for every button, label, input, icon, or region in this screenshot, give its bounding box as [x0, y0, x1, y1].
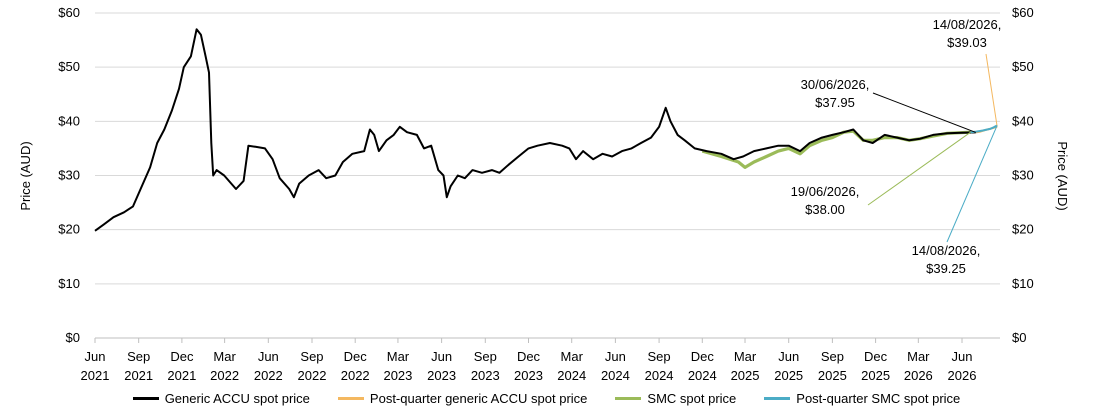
annotation-leader-line — [872, 92, 976, 133]
y-tick-label-left: $0 — [66, 330, 80, 345]
x-tick-label-month: Mar — [907, 349, 930, 364]
x-tick-label-year: 2022 — [341, 368, 370, 383]
x-tick-label-year: 2023 — [471, 368, 500, 383]
x-tick-label-year: 2025 — [774, 368, 803, 383]
x-tick-label-month: Dec — [691, 349, 715, 364]
legend-item: Post-quarter generic ACCU spot price — [337, 390, 588, 406]
x-tick-label-month: Sep — [648, 349, 671, 364]
legend-swatch — [132, 396, 159, 400]
x-tick-label-month: Mar — [734, 349, 757, 364]
y-tick-label-left: $40 — [58, 113, 80, 128]
x-tick-label-year: 2023 — [383, 368, 412, 383]
axes: $0 $0 $10 $10 $20 $20 $30 $30 $40 $40 $50 $50 $60 $60… — [58, 5, 1033, 383]
x-tick-label-month: Jun — [258, 349, 279, 364]
legend-item: Post-quarter SMC spot price — [764, 391, 960, 406]
y-tick-label-right: $40 — [1012, 113, 1034, 128]
y-tick-label-right: $50 — [1012, 59, 1034, 74]
y-tick-label-right: $30 — [1012, 168, 1034, 183]
x-tick-label-year: 2023 — [427, 368, 456, 383]
legend-item: Generic ACCU spot price — [132, 390, 310, 406]
x-tick-label-year: 2023 — [514, 368, 543, 383]
annotation-value: $38.00 — [805, 202, 845, 217]
legend-swatch — [764, 396, 791, 400]
gridlines — [95, 12, 1000, 285]
x-tick-label-year: 2024 — [601, 368, 630, 383]
series-line-post-quarter-smc-spot-price — [970, 124, 998, 134]
x-tick-label-month: Dec — [344, 349, 368, 364]
x-tick-label-year: 2024 — [645, 368, 674, 383]
x-tick-label-month: Sep — [300, 349, 323, 364]
legend-label: SMC spot price — [647, 390, 737, 406]
x-tick-label-month: Jun — [85, 349, 106, 364]
annotation-leader-line — [946, 125, 998, 243]
x-tick-label-year: 2024 — [557, 368, 586, 383]
x-tick-label-year: 2021 — [167, 368, 196, 383]
legend-item: SMC spot price — [615, 391, 736, 406]
legend-label: Post-quarter SMC spot price — [796, 390, 961, 406]
annotation-leader-line — [985, 53, 998, 127]
x-tick-label-year: 2026 — [904, 368, 933, 383]
x-tick-label-month: Sep — [127, 349, 150, 364]
y-axis-label-right: Price (AUD) — [1055, 141, 1070, 210]
x-tick-label-month: Dec — [517, 349, 541, 364]
y-tick-label-right: $60 — [1012, 5, 1034, 20]
annotation-value: $39.03 — [947, 35, 987, 50]
y-tick-label-right: $10 — [1012, 276, 1034, 291]
annotations: 14/08/2026, $39.03 30/06/2026, $37.95 19/06/… — [791, 17, 1002, 276]
series-line-generic-accu-spot-price — [94, 28, 976, 232]
x-tick-label-month: Dec — [170, 349, 194, 364]
x-tick-label-month: Mar — [213, 349, 236, 364]
x-tick-label-month: Dec — [864, 349, 888, 364]
legend-label: Post-quarter generic ACCU spot price — [369, 390, 588, 406]
series-lines — [94, 28, 998, 232]
annotation-value: $37.95 — [815, 95, 855, 110]
x-tick-label-month: Jun — [431, 349, 452, 364]
annotation-date: 14/08/2026, — [912, 243, 981, 258]
y-tick-label-right: $20 — [1012, 222, 1034, 237]
x-tick-label-month: Jun — [952, 349, 973, 364]
annotation-date: 30/06/2026, — [801, 77, 870, 92]
y-tick-label-right: $0 — [1012, 330, 1026, 345]
x-tick-label-year: 2022 — [254, 368, 283, 383]
y-tick-label-left: $20 — [58, 222, 80, 237]
annotation-date: 19/06/2026, — [791, 184, 860, 199]
legend-label: Generic ACCU spot price — [164, 390, 310, 406]
annotation-date: 14/08/2026, — [933, 17, 1002, 32]
x-tick-label-month: Jun — [605, 349, 626, 364]
x-tick-label-year: 2022 — [298, 368, 327, 383]
y-tick-label-left: $10 — [58, 276, 80, 291]
x-tick-label-year: 2024 — [688, 368, 717, 383]
annotation-value: $39.25 — [926, 261, 966, 276]
x-tick-label-year: 2021 — [124, 368, 153, 383]
x-tick-label-year: 2022 — [210, 368, 239, 383]
x-tick-label-month: Mar — [387, 349, 410, 364]
annotation-leader-line — [867, 131, 971, 206]
x-tick-label-year: 2026 — [948, 368, 977, 383]
legend-swatch — [337, 396, 364, 400]
y-axis-label-left: Price (AUD) — [18, 141, 33, 210]
x-tick-label-year: 2025 — [731, 368, 760, 383]
x-tick-label-month: Sep — [474, 349, 497, 364]
x-tick-label-month: Jun — [778, 349, 799, 364]
y-tick-label-left: $60 — [58, 5, 80, 20]
y-tick-label-left: $30 — [58, 168, 80, 183]
x-tick-label-month: Mar — [561, 349, 584, 364]
x-tick-label-month: Sep — [821, 349, 844, 364]
x-tick-label-year: 2025 — [818, 368, 847, 383]
x-tick-label-year: 2025 — [861, 368, 890, 383]
legend: Generic ACCU spot price Post-quarter gene… — [0, 388, 1093, 408]
x-tick-label-year: 2021 — [81, 368, 110, 383]
legend-swatch — [615, 396, 642, 400]
y-tick-label-left: $50 — [58, 59, 80, 74]
